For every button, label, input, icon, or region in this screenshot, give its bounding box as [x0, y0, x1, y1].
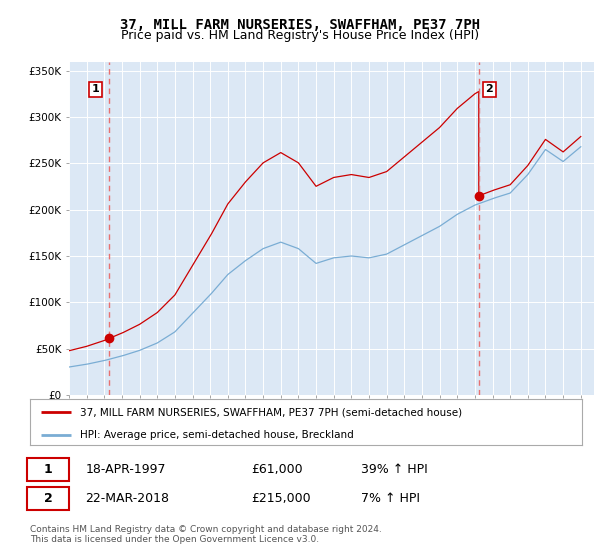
Text: 2: 2 — [485, 85, 493, 95]
Text: 7% ↑ HPI: 7% ↑ HPI — [361, 492, 420, 505]
Text: 37, MILL FARM NURSERIES, SWAFFHAM, PE37 7PH: 37, MILL FARM NURSERIES, SWAFFHAM, PE37 … — [120, 18, 480, 32]
Text: 39% ↑ HPI: 39% ↑ HPI — [361, 463, 428, 476]
Text: £215,000: £215,000 — [251, 492, 310, 505]
Text: Contains HM Land Registry data © Crown copyright and database right 2024.
This d: Contains HM Land Registry data © Crown c… — [30, 525, 382, 544]
Text: 1: 1 — [44, 463, 52, 476]
FancyBboxPatch shape — [27, 458, 68, 481]
Text: 37, MILL FARM NURSERIES, SWAFFHAM, PE37 7PH (semi-detached house): 37, MILL FARM NURSERIES, SWAFFHAM, PE37 … — [80, 407, 462, 417]
Text: Price paid vs. HM Land Registry's House Price Index (HPI): Price paid vs. HM Land Registry's House … — [121, 29, 479, 42]
Text: HPI: Average price, semi-detached house, Breckland: HPI: Average price, semi-detached house,… — [80, 430, 353, 440]
Text: 2: 2 — [44, 492, 52, 505]
Text: 22-MAR-2018: 22-MAR-2018 — [85, 492, 169, 505]
FancyBboxPatch shape — [27, 487, 68, 510]
Text: 18-APR-1997: 18-APR-1997 — [85, 463, 166, 476]
Text: 1: 1 — [91, 85, 99, 95]
Text: £61,000: £61,000 — [251, 463, 302, 476]
